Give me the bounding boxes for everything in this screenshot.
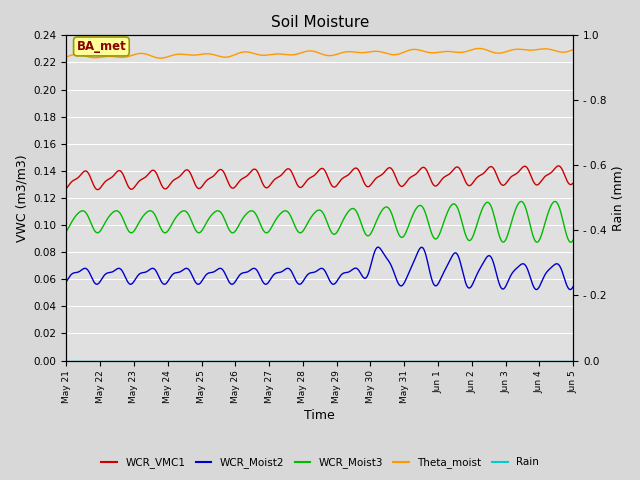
Rain bbox=[303, 358, 311, 363]
WCR_VMC1 bbox=[338, 176, 346, 182]
WCR_Moist2 bbox=[303, 272, 311, 278]
Line: WCR_Moist3: WCR_Moist3 bbox=[67, 202, 573, 242]
Text: BA_met: BA_met bbox=[77, 40, 126, 53]
X-axis label: Time: Time bbox=[305, 409, 335, 422]
WCR_Moist3 bbox=[559, 218, 567, 224]
WCR_Moist2 bbox=[558, 268, 566, 274]
WCR_VMC1 bbox=[365, 183, 373, 189]
Rain bbox=[364, 358, 372, 363]
Theta_moist bbox=[338, 50, 346, 56]
Rain bbox=[557, 358, 565, 363]
Legend: WCR_VMC1, WCR_Moist2, WCR_Moist3, Theta_moist, Rain: WCR_VMC1, WCR_Moist2, WCR_Moist3, Theta_… bbox=[97, 453, 543, 472]
Theta_moist bbox=[157, 55, 164, 61]
Rain bbox=[307, 358, 314, 363]
Rain bbox=[478, 358, 486, 363]
WCR_Moist3 bbox=[570, 237, 577, 243]
Theta_moist bbox=[475, 46, 483, 51]
WCR_Moist3 bbox=[478, 207, 486, 213]
Theta_moist bbox=[304, 48, 312, 54]
WCR_VMC1 bbox=[94, 187, 102, 192]
WCR_VMC1 bbox=[63, 186, 70, 192]
WCR_VMC1 bbox=[570, 180, 577, 186]
WCR_VMC1 bbox=[304, 177, 312, 182]
Y-axis label: Rain (mm): Rain (mm) bbox=[612, 165, 625, 231]
WCR_Moist2 bbox=[63, 278, 70, 284]
Theta_moist bbox=[63, 54, 70, 60]
WCR_Moist2 bbox=[570, 284, 577, 289]
Theta_moist bbox=[365, 49, 373, 55]
WCR_Moist3 bbox=[551, 199, 559, 204]
WCR_Moist3 bbox=[303, 221, 311, 227]
WCR_Moist3 bbox=[337, 222, 344, 228]
WCR_Moist2 bbox=[307, 270, 314, 276]
WCR_Moist2 bbox=[337, 273, 344, 278]
WCR_Moist2 bbox=[479, 261, 486, 266]
Theta_moist bbox=[559, 49, 567, 55]
WCR_Moist2 bbox=[364, 272, 372, 277]
WCR_Moist2 bbox=[566, 287, 574, 292]
WCR_VMC1 bbox=[307, 174, 315, 180]
WCR_VMC1 bbox=[479, 171, 486, 177]
WCR_Moist3 bbox=[364, 233, 372, 239]
WCR_Moist3 bbox=[307, 216, 314, 222]
WCR_Moist3 bbox=[533, 240, 541, 245]
Line: Theta_moist: Theta_moist bbox=[67, 48, 573, 58]
Rain bbox=[570, 358, 577, 363]
WCR_Moist2 bbox=[374, 244, 382, 250]
WCR_Moist3 bbox=[63, 228, 70, 234]
Line: WCR_Moist2: WCR_Moist2 bbox=[67, 247, 573, 289]
Theta_moist bbox=[307, 48, 315, 54]
Theta_moist bbox=[570, 47, 577, 52]
Line: WCR_VMC1: WCR_VMC1 bbox=[67, 166, 573, 190]
WCR_VMC1 bbox=[559, 168, 567, 174]
WCR_VMC1 bbox=[555, 163, 563, 169]
Y-axis label: VWC (m3/m3): VWC (m3/m3) bbox=[15, 154, 28, 242]
Rain bbox=[337, 358, 344, 363]
Rain bbox=[63, 358, 70, 363]
Title: Soil Moisture: Soil Moisture bbox=[271, 15, 369, 30]
Theta_moist bbox=[480, 46, 488, 52]
